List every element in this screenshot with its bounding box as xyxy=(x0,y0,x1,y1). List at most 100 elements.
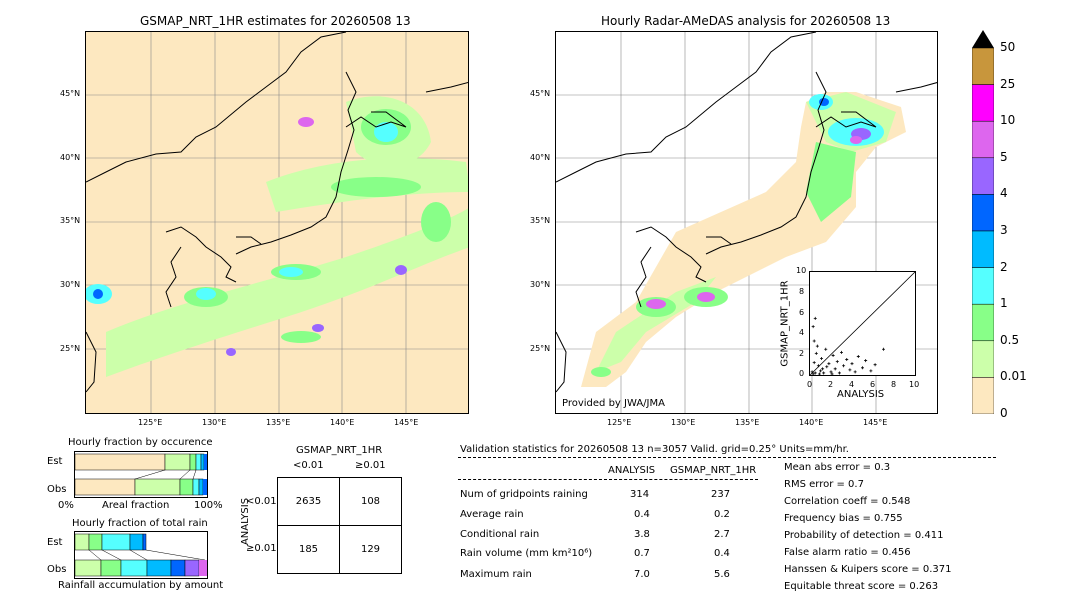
scatter-point xyxy=(816,364,820,368)
total-rain-bars xyxy=(74,533,207,577)
scatter-point xyxy=(814,351,818,355)
right-lat-label-40: 40°N xyxy=(530,153,551,162)
validation-row-analysis: 0.4 xyxy=(634,509,650,520)
left-map-title: GSMAP_NRT_1HR estimates for 20260508 13 xyxy=(140,14,411,28)
colorbar-label: 0.01 xyxy=(1000,369,1027,384)
colorbar-label: 25 xyxy=(1000,76,1016,91)
validation-table-rule xyxy=(458,479,758,480)
scatter-ytick-0: 0 xyxy=(799,369,805,378)
total-rain-row-obs: Obs xyxy=(47,564,67,575)
scatter-point xyxy=(815,344,819,348)
colorbar-label: 3 xyxy=(1000,223,1008,237)
validation-row-gsmap: 0.4 xyxy=(714,548,730,559)
colorbar-segment xyxy=(971,340,995,378)
contingency-row-lt: <0.01 xyxy=(246,496,277,507)
score-rms-error: RMS error = 0.7 xyxy=(784,479,864,490)
left-lon-label-145: 145°E xyxy=(394,418,419,427)
right-lat-label-30: 30°N xyxy=(530,280,551,289)
validation-row-label: Maximum rain xyxy=(460,569,532,580)
scatter-point xyxy=(813,371,817,375)
total-rain-footer: Rainfall accumulation by amount xyxy=(58,580,224,591)
scatter-xtick-10: 10 xyxy=(909,380,920,389)
right-lon-label-125: 125°E xyxy=(607,418,632,427)
scatter-plot xyxy=(809,271,916,376)
left-lat-label-40: 40°N xyxy=(60,153,81,162)
colorbar-label: 4 xyxy=(1000,186,1008,201)
scatter-point xyxy=(813,316,817,320)
scatter-point xyxy=(864,359,868,363)
left-lat-label-25: 25°N xyxy=(60,344,81,353)
contingency-cell-c: 185 xyxy=(277,525,340,574)
scatter-point xyxy=(810,370,814,374)
validation-row-gsmap: 5.6 xyxy=(714,569,730,580)
right-lon-label-130: 130°E xyxy=(671,418,696,427)
validation-row-gsmap: 2.7 xyxy=(714,529,730,540)
validation-row-label: Num of gridpoints raining xyxy=(460,489,588,500)
scatter-point xyxy=(873,363,877,367)
left-lon-label-140: 140°E xyxy=(330,418,355,427)
colorbar-segment xyxy=(971,303,995,342)
left-lat-label-35: 35°N xyxy=(60,216,81,225)
occurrence-bars xyxy=(74,453,207,496)
score-correlation: Correlation coeff = 0.548 xyxy=(784,496,911,507)
scatter-point xyxy=(835,360,839,364)
scatter-xtick-2: 2 xyxy=(828,380,834,389)
scatter-ytick-8: 8 xyxy=(799,287,805,296)
colorbar-segment xyxy=(971,84,995,122)
colorbar-label: 0.5 xyxy=(1000,332,1020,347)
left-map-drawing xyxy=(86,32,468,413)
scatter-point xyxy=(811,372,815,376)
scatter-point xyxy=(831,353,835,357)
validation-header: Validation statistics for 20260508 13 n=… xyxy=(460,444,849,455)
score-hk: Hanssen & Kuipers score = 0.371 xyxy=(784,564,952,575)
occurrence-chart xyxy=(74,451,208,498)
colorbar-segment xyxy=(971,194,995,232)
scatter-point xyxy=(820,357,824,361)
occurrence-axis-right: 100% xyxy=(194,500,223,511)
validation-row-analysis: 7.0 xyxy=(634,569,650,580)
scatter-point xyxy=(830,372,834,376)
scatter-point xyxy=(842,364,846,368)
scatter-point xyxy=(812,339,816,343)
contingency-cell-b: 108 xyxy=(339,477,402,526)
colorbar-segment xyxy=(971,157,995,195)
colorbar-segment xyxy=(971,377,995,415)
scatter-point xyxy=(829,370,833,374)
score-frequency-bias: Frequency bias = 0.755 xyxy=(784,513,903,524)
right-map-title: Hourly Radar-AMeDAS analysis for 2026050… xyxy=(601,14,891,28)
right-lon-label-140: 140°E xyxy=(799,418,824,427)
scatter-point xyxy=(869,369,873,373)
validation-row-analysis: 314 xyxy=(630,489,650,500)
validation-row-label: Conditional rain xyxy=(460,529,540,540)
total-rain-title: Hourly fraction of total rain xyxy=(72,518,208,529)
scatter-xlabel: ANALYSIS xyxy=(837,389,885,400)
left-lat-label-30: 30°N xyxy=(60,280,81,289)
scatter-point xyxy=(845,358,849,362)
scatter-point xyxy=(827,362,831,366)
scatter-xtick-4: 4 xyxy=(849,380,855,389)
colorbar-segment xyxy=(971,120,995,159)
validation-row-label: Rain volume (mm km²10⁶) xyxy=(460,548,593,559)
occurrence-row-est: Est xyxy=(47,456,63,467)
left-lon-label-125: 125°E xyxy=(138,418,163,427)
occurrence-row-obs: Obs xyxy=(47,484,67,495)
right-lat-label-25: 25°N xyxy=(530,344,551,353)
scatter-point xyxy=(825,365,829,369)
scatter-point xyxy=(856,354,860,358)
scatter-ytick-10: 10 xyxy=(796,266,807,275)
colorbar-label: 2 xyxy=(1000,259,1008,274)
score-far: False alarm ratio = 0.456 xyxy=(784,547,911,558)
scatter-point xyxy=(840,350,843,354)
contingency-col-ge: ≥0.01 xyxy=(355,460,386,471)
colorbar-segment xyxy=(971,47,995,85)
occurrence-axis-mid: Areal fraction xyxy=(102,500,170,511)
contingency-row-ge: ≥0.01 xyxy=(246,543,277,554)
left-lon-label-130: 130°E xyxy=(202,418,227,427)
scatter-point xyxy=(833,367,837,371)
right-lon-label-145: 145°E xyxy=(863,418,888,427)
score-pod: Probability of detection = 0.411 xyxy=(784,530,944,541)
scatter-point xyxy=(861,366,864,370)
colorbar-label: 50 xyxy=(1000,40,1016,54)
total-rain-chart xyxy=(74,531,208,579)
colorbar-label: 1 xyxy=(1000,296,1008,311)
